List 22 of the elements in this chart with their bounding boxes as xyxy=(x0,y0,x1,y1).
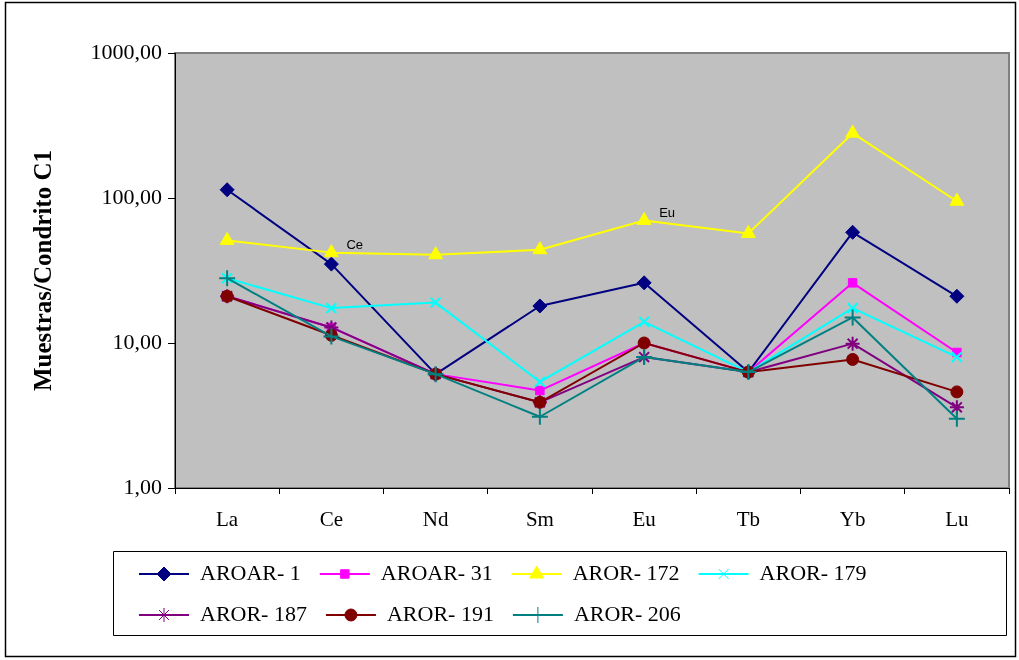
x-tick-label: Lu xyxy=(945,507,970,532)
x-tick-label: Nd xyxy=(422,507,449,532)
legend-label: AROAR- 1 xyxy=(200,559,301,585)
legend-label: AROR- 172 xyxy=(572,559,680,585)
legend-label: AROR- 206 xyxy=(573,600,681,626)
y-tick-label: 100,00 xyxy=(101,183,162,209)
x-tick-label: Tb xyxy=(736,507,761,532)
y-tick-label: 1000,00 xyxy=(90,38,162,64)
legend-label: AROAR- 31 xyxy=(380,559,493,585)
annotation: Ce xyxy=(346,237,363,253)
x-tick-label: Eu xyxy=(632,507,657,532)
y-axis-title: Muestras/Condrito C1 xyxy=(29,150,57,391)
y-tick-label: 10,00 xyxy=(112,328,162,354)
y-tick-label: 1,00 xyxy=(123,473,162,499)
x-tick-label: La xyxy=(216,507,239,532)
annotation: Eu xyxy=(659,205,676,221)
legend-label: AROR- 191 xyxy=(386,600,494,626)
legend-label: AROR- 187 xyxy=(200,600,307,626)
x-tick-label: Ce xyxy=(319,507,344,532)
legend-label: AROR- 179 xyxy=(759,559,867,585)
x-tick-label: Yb xyxy=(839,507,866,532)
x-tick-label: Sm xyxy=(525,507,554,532)
